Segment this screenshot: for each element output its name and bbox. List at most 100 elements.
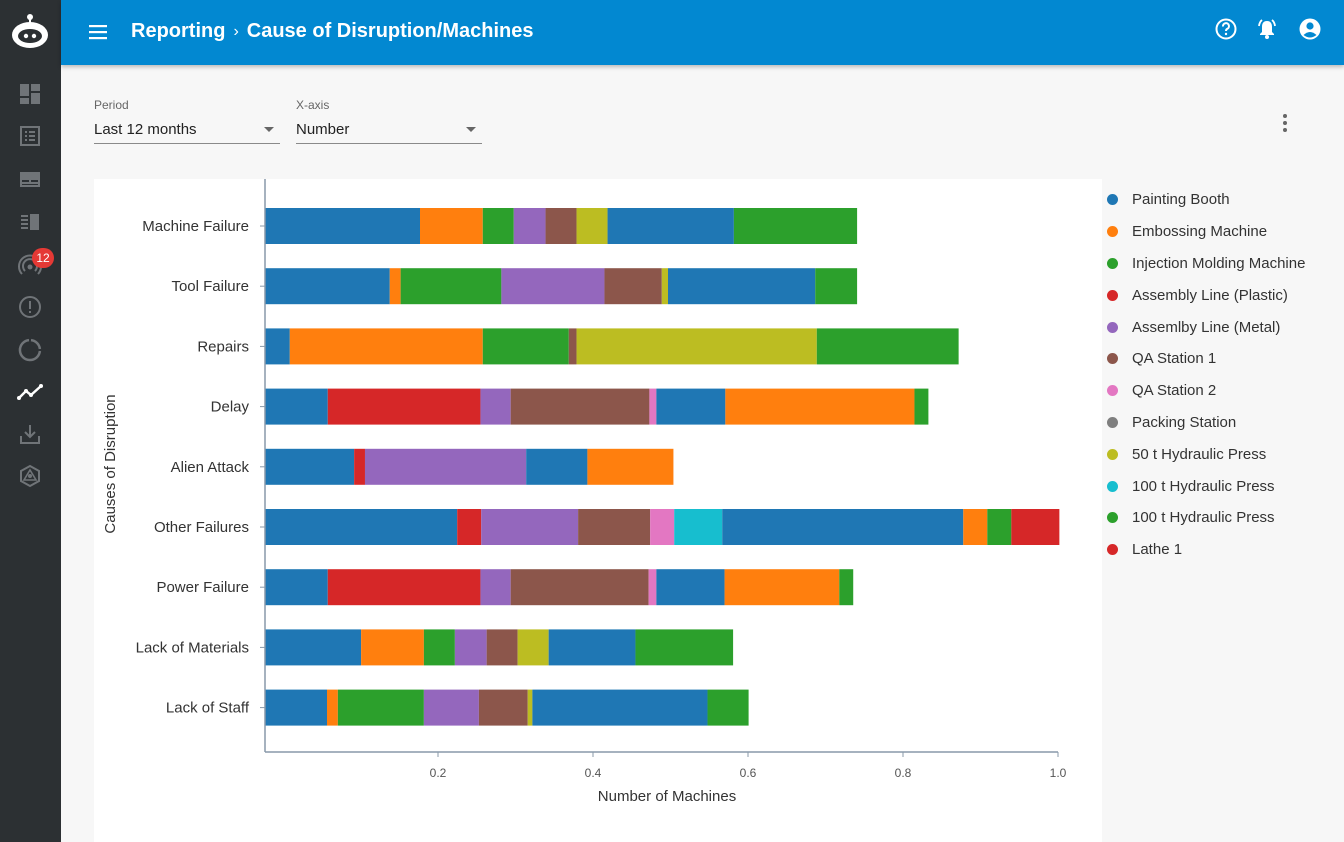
bar-segment[interactable]: [289, 328, 483, 365]
legend-item[interactable]: Injection Molding Machine: [1106, 248, 1342, 280]
bar-segment[interactable]: [527, 689, 533, 726]
legend-item[interactable]: Painting Booth: [1106, 184, 1342, 216]
breadcrumb-reporting[interactable]: Reporting: [131, 20, 226, 42]
bar-segment[interactable]: [815, 268, 858, 305]
bar-segment[interactable]: [914, 388, 929, 425]
nav-reports-list[interactable]: [14, 206, 46, 238]
bar-segment[interactable]: [517, 629, 549, 666]
bar-segment[interactable]: [265, 448, 355, 485]
nav-alerts[interactable]: [14, 291, 46, 323]
bar-segment[interactable]: [327, 388, 481, 425]
bar-segment[interactable]: [481, 509, 579, 545]
bar-segment[interactable]: [482, 208, 514, 244]
period-select[interactable]: Period Last 12 months: [94, 98, 280, 144]
bar-segment[interactable]: [423, 689, 479, 726]
bar-segment[interactable]: [707, 689, 749, 726]
bar-segment[interactable]: [501, 268, 605, 305]
xaxis-select[interactable]: X-axis Number: [296, 98, 482, 144]
bar-segment[interactable]: [548, 629, 636, 666]
menu-icon[interactable]: [87, 21, 109, 43]
legend-item[interactable]: 100 t Hydraulic Press: [1106, 502, 1342, 534]
bar-segment[interactable]: [480, 388, 511, 425]
nav-signal[interactable]: [14, 249, 46, 281]
bar-segment[interactable]: [526, 448, 588, 485]
nav-dashboard[interactable]: [14, 78, 46, 110]
bar-segment[interactable]: [587, 448, 674, 485]
bar-segment[interactable]: [724, 569, 840, 606]
bar-segment[interactable]: [327, 689, 338, 726]
help-icon[interactable]: [1214, 17, 1238, 41]
bar-segment[interactable]: [576, 328, 817, 365]
bar-segment[interactable]: [674, 509, 723, 545]
legend-item[interactable]: Packing Station: [1106, 407, 1342, 439]
bar-segment[interactable]: [265, 388, 328, 425]
nav-download[interactable]: [14, 418, 46, 450]
bar-segment[interactable]: [987, 509, 1012, 545]
legend-item[interactable]: QA Station 1: [1106, 343, 1342, 375]
bar-segment[interactable]: [568, 328, 577, 365]
bar-segment[interactable]: [480, 569, 511, 606]
more-options-icon[interactable]: [1276, 112, 1294, 134]
bar-segment[interactable]: [265, 208, 420, 244]
bar-segment[interactable]: [478, 689, 528, 726]
bar-segment[interactable]: [656, 388, 726, 425]
legend-item[interactable]: 100 t Hydraulic Press: [1106, 470, 1342, 502]
bar-segment[interactable]: [400, 268, 502, 305]
bar-segment[interactable]: [389, 268, 401, 305]
bar-segment[interactable]: [337, 689, 424, 726]
bar-segment[interactable]: [327, 569, 481, 606]
bar-segment[interactable]: [364, 448, 527, 485]
bar-segment[interactable]: [963, 509, 988, 545]
bar-segment[interactable]: [510, 388, 650, 425]
nav-analytics[interactable]: [14, 376, 46, 408]
bar-segment[interactable]: [839, 569, 854, 606]
bar-segment[interactable]: [457, 509, 482, 545]
bar-segment[interactable]: [265, 328, 290, 365]
robot-logo-icon[interactable]: [10, 13, 50, 53]
bar-segment[interactable]: [454, 629, 487, 666]
legend-item[interactable]: Lathe 1: [1106, 534, 1342, 566]
bar-segment[interactable]: [354, 448, 365, 485]
bar-segment[interactable]: [722, 509, 964, 545]
bar-segment[interactable]: [607, 208, 734, 244]
bar-segment[interactable]: [816, 328, 959, 365]
bar-segment[interactable]: [545, 208, 577, 244]
bar-segment[interactable]: [265, 629, 362, 666]
bar-segment[interactable]: [265, 268, 390, 305]
bar-segment[interactable]: [733, 208, 858, 244]
bar-segment[interactable]: [604, 268, 662, 305]
account-icon[interactable]: [1298, 17, 1322, 41]
bar-segment[interactable]: [420, 208, 483, 244]
bar-segment[interactable]: [486, 629, 518, 666]
bar-segment[interactable]: [1011, 509, 1060, 545]
legend-item[interactable]: Assemlby Line (Metal): [1106, 311, 1342, 343]
bar-segment[interactable]: [361, 629, 424, 666]
bar-segment[interactable]: [265, 509, 458, 545]
bar-segment[interactable]: [482, 328, 569, 365]
legend-item[interactable]: 50 t Hydraulic Press: [1106, 438, 1342, 470]
bar-segment[interactable]: [423, 629, 455, 666]
bar-segment[interactable]: [649, 388, 657, 425]
bar-segment[interactable]: [532, 689, 708, 726]
bar-segment[interactable]: [661, 268, 668, 305]
nav-integrations[interactable]: [14, 460, 46, 492]
bar-segment[interactable]: [656, 569, 725, 606]
legend-item[interactable]: Assembly Line (Plastic): [1106, 279, 1342, 311]
notifications-bell-icon[interactable]: [1255, 17, 1279, 41]
bar-segment[interactable]: [265, 569, 328, 606]
bar-segment[interactable]: [510, 569, 649, 606]
bar-segment[interactable]: [513, 208, 546, 244]
bar-segment[interactable]: [725, 388, 915, 425]
legend-item[interactable]: QA Station 2: [1106, 375, 1342, 407]
legend-item[interactable]: Embossing Machine: [1106, 216, 1342, 248]
bar-segment[interactable]: [668, 268, 816, 305]
nav-progress[interactable]: [14, 334, 46, 366]
bar-segment[interactable]: [578, 509, 651, 545]
bar-segment[interactable]: [265, 689, 327, 726]
nav-list[interactable]: [14, 120, 46, 152]
bar-segment[interactable]: [648, 569, 657, 606]
bar-segment[interactable]: [576, 208, 608, 244]
nav-tickets[interactable]: [14, 163, 46, 195]
bar-segment[interactable]: [650, 509, 675, 545]
bar-segment[interactable]: [635, 629, 734, 666]
